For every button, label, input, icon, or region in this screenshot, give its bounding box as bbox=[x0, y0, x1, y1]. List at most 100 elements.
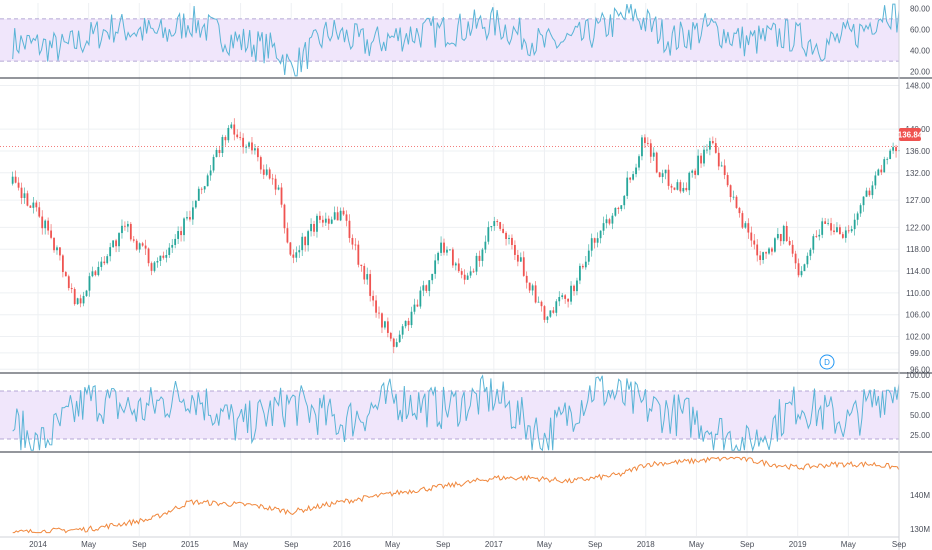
candlestick[interactable] bbox=[496, 219, 499, 227]
candlestick[interactable] bbox=[676, 179, 679, 191]
candlestick[interactable] bbox=[664, 169, 667, 180]
candlestick[interactable] bbox=[203, 185, 206, 193]
candlestick[interactable] bbox=[511, 234, 513, 250]
candlestick[interactable] bbox=[386, 317, 389, 338]
candlestick[interactable] bbox=[422, 280, 425, 297]
candlestick[interactable] bbox=[20, 182, 23, 205]
candlestick[interactable] bbox=[850, 225, 853, 233]
candlestick[interactable] bbox=[847, 225, 850, 234]
candlestick[interactable] bbox=[759, 250, 762, 266]
candlestick[interactable] bbox=[345, 210, 348, 227]
candlestick[interactable] bbox=[655, 151, 658, 174]
candlestick[interactable] bbox=[41, 210, 44, 235]
candlestick[interactable] bbox=[227, 125, 230, 143]
candlestick[interactable] bbox=[177, 226, 180, 245]
candlestick[interactable] bbox=[570, 281, 572, 305]
candlestick[interactable] bbox=[691, 169, 694, 178]
candlestick[interactable] bbox=[593, 237, 596, 249]
candlestick[interactable] bbox=[753, 234, 756, 250]
candlestick[interactable] bbox=[481, 247, 484, 267]
candlestick[interactable] bbox=[726, 172, 729, 188]
candlestick[interactable] bbox=[156, 257, 159, 268]
cumulative-volume-line[interactable] bbox=[12, 456, 900, 534]
candlestick[interactable] bbox=[534, 281, 537, 304]
candlestick[interactable] bbox=[555, 299, 558, 317]
candlestick[interactable] bbox=[735, 195, 738, 209]
candlestick[interactable] bbox=[375, 295, 377, 318]
candlestick[interactable] bbox=[877, 168, 880, 176]
candlestick[interactable] bbox=[138, 242, 141, 253]
candlestick[interactable] bbox=[289, 241, 292, 256]
candlestick[interactable] bbox=[895, 144, 897, 158]
candlestick[interactable] bbox=[791, 240, 794, 258]
candlestick[interactable] bbox=[56, 245, 58, 255]
candlestick[interactable] bbox=[779, 233, 782, 246]
candlestick[interactable] bbox=[17, 177, 20, 191]
candlestick[interactable] bbox=[602, 216, 605, 236]
candlestick[interactable] bbox=[785, 221, 788, 242]
candlestick[interactable] bbox=[425, 284, 428, 294]
candlestick[interactable] bbox=[277, 184, 280, 191]
candlestick[interactable] bbox=[747, 218, 750, 239]
candlestick[interactable] bbox=[47, 217, 50, 235]
candlestick[interactable] bbox=[224, 135, 227, 146]
candlestick[interactable] bbox=[516, 249, 519, 267]
candlestick[interactable] bbox=[833, 224, 835, 235]
candlestick[interactable] bbox=[440, 236, 442, 257]
candlestick[interactable] bbox=[886, 157, 889, 165]
candlestick[interactable] bbox=[750, 226, 753, 247]
candlestick[interactable] bbox=[806, 252, 809, 268]
candlestick[interactable] bbox=[348, 214, 351, 243]
candlestick[interactable] bbox=[794, 250, 797, 269]
candlestick[interactable] bbox=[248, 141, 250, 149]
candlestick[interactable] bbox=[206, 173, 209, 187]
candlestick[interactable] bbox=[620, 205, 623, 212]
candlestick[interactable] bbox=[871, 181, 874, 199]
candlestick[interactable] bbox=[268, 167, 271, 180]
candlestick[interactable] bbox=[614, 207, 617, 217]
candlestick[interactable] bbox=[579, 263, 581, 285]
candlestick[interactable] bbox=[103, 256, 106, 266]
candlestick[interactable] bbox=[298, 245, 301, 258]
candlestick[interactable] bbox=[280, 183, 283, 208]
candlestick[interactable] bbox=[460, 268, 463, 279]
candlestick[interactable] bbox=[771, 246, 773, 256]
candlestick[interactable] bbox=[413, 298, 416, 315]
candlestick[interactable] bbox=[434, 254, 437, 279]
candlestick[interactable] bbox=[717, 147, 720, 171]
candlestick[interactable] bbox=[738, 206, 741, 218]
candlestick[interactable] bbox=[487, 221, 490, 245]
candlestick[interactable] bbox=[76, 297, 79, 305]
candlestick[interactable] bbox=[617, 206, 620, 214]
candlestick[interactable] bbox=[756, 239, 759, 262]
candlestick[interactable] bbox=[457, 258, 460, 273]
candlestick[interactable] bbox=[191, 200, 194, 225]
candlestick[interactable] bbox=[765, 251, 767, 259]
candlestick[interactable] bbox=[183, 217, 185, 242]
candlestick[interactable] bbox=[720, 161, 723, 167]
series-layer[interactable] bbox=[0, 3, 900, 534]
candlestick[interactable] bbox=[709, 137, 711, 156]
candlestick[interactable] bbox=[646, 137, 649, 147]
candlestick[interactable] bbox=[97, 261, 100, 277]
candlestick[interactable] bbox=[525, 271, 528, 289]
candlestick[interactable] bbox=[670, 183, 673, 193]
candlestick[interactable] bbox=[141, 241, 144, 247]
candlestick[interactable] bbox=[543, 305, 546, 323]
candlestick[interactable] bbox=[129, 222, 132, 242]
candlestick[interactable] bbox=[830, 217, 832, 236]
candlestick[interactable] bbox=[200, 187, 203, 195]
candlestick[interactable] bbox=[416, 299, 419, 308]
candlestick[interactable] bbox=[292, 249, 295, 264]
candlestick[interactable] bbox=[844, 226, 847, 243]
candlestick[interactable] bbox=[688, 171, 691, 196]
candlestick[interactable] bbox=[782, 224, 785, 245]
candlestick[interactable] bbox=[475, 252, 478, 276]
candlestick[interactable] bbox=[91, 266, 94, 278]
candlestick[interactable] bbox=[880, 164, 883, 176]
lower-oscillator-line[interactable] bbox=[12, 374, 900, 453]
candlestick[interactable] bbox=[552, 307, 555, 314]
candlestick[interactable] bbox=[327, 215, 330, 230]
candlestick[interactable] bbox=[611, 212, 614, 230]
candlestick[interactable] bbox=[313, 220, 315, 237]
